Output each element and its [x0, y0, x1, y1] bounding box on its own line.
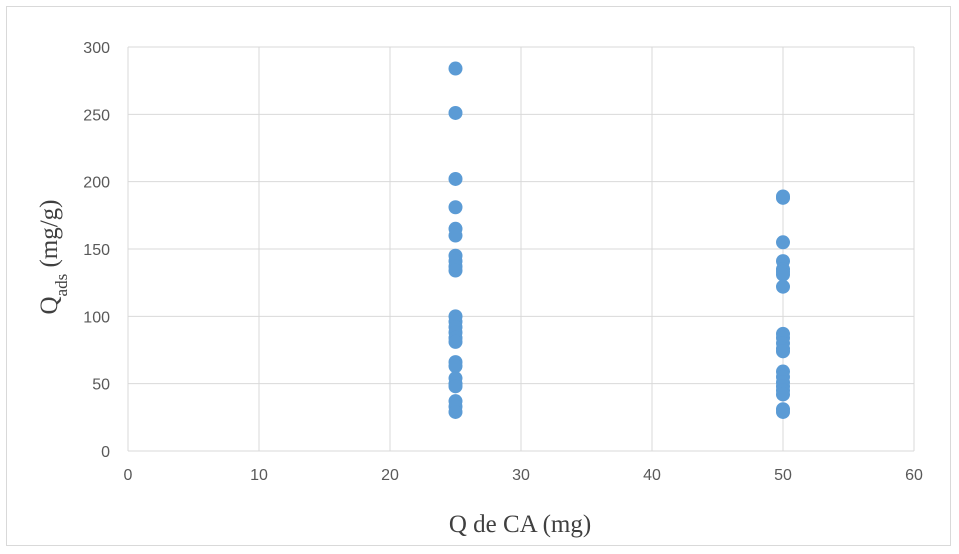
x-tick-label: 20	[381, 467, 399, 484]
scatter-chart: 0 50 100 150 200 250 300 0 10 20 30 40 50 60 Q de CA …	[36, 40, 923, 538]
grid	[127, 46, 915, 452]
data-point	[448, 228, 463, 243]
data-point	[776, 235, 790, 250]
data-point	[448, 359, 463, 374]
data-point	[448, 379, 463, 394]
x-tick-label: 0	[124, 467, 133, 484]
data-point	[448, 263, 463, 278]
y-axis-title-main: Q	[36, 296, 63, 314]
data-point	[448, 171, 463, 186]
data-point	[776, 279, 790, 294]
data-points	[448, 61, 790, 419]
y-tick-label: 100	[83, 309, 110, 326]
x-tick-label: 50	[774, 467, 792, 484]
y-tick-label: 50	[92, 377, 110, 394]
x-tick-label: 10	[250, 467, 268, 484]
x-tick-label: 40	[643, 467, 661, 484]
data-point	[448, 105, 463, 120]
data-point	[448, 200, 463, 215]
x-axis-title: Q de CA (mg)	[449, 511, 591, 538]
chart-frame: 0 50 100 150 200 250 300 0 10 20 30 40 50 60 Q de CA …	[6, 6, 951, 546]
y-tick-label: 300	[83, 40, 110, 57]
data-point	[776, 404, 790, 419]
data-point	[448, 404, 463, 419]
y-axis-title-unit: (mg/g)	[36, 199, 63, 273]
data-point	[448, 61, 463, 76]
data-point	[776, 387, 790, 402]
tick-labels: 0 50 100 150 200 250 300 0 10 20 30 40 50 60	[83, 40, 923, 484]
data-point	[448, 334, 463, 349]
y-tick-label: 250	[83, 107, 110, 124]
x-tick-label: 30	[512, 467, 530, 484]
y-tick-label: 0	[101, 444, 110, 461]
y-tick-label: 200	[83, 175, 110, 192]
y-axis-title-subscript: ads	[52, 274, 71, 297]
y-tick-label: 150	[83, 242, 110, 259]
data-point	[776, 267, 790, 282]
data-point	[776, 344, 790, 359]
x-tick-label: 60	[905, 467, 923, 484]
y-axis-title: Qads (mg/g)	[36, 199, 71, 314]
data-point	[776, 190, 790, 205]
